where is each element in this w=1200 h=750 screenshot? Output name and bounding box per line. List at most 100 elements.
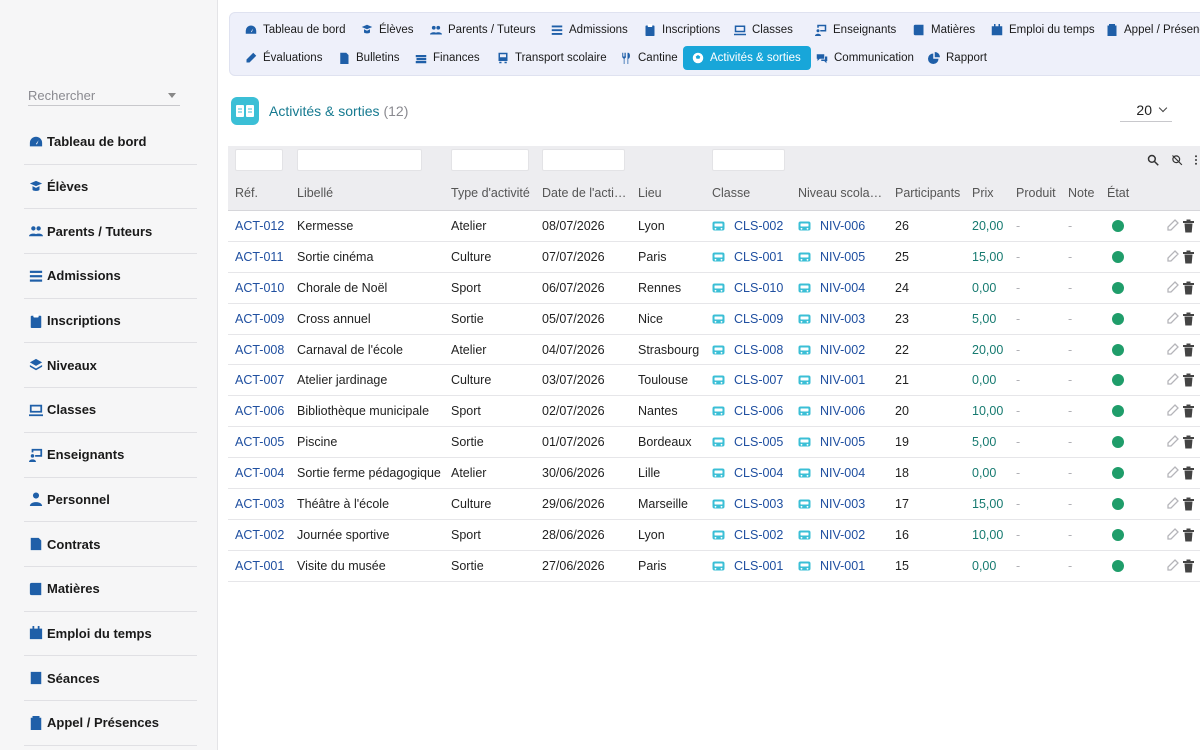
- edit-icon[interactable]: [1166, 466, 1179, 480]
- cell-niveau-link[interactable]: NIV-003: [798, 304, 890, 335]
- column-header-participants[interactable]: Participants: [895, 186, 961, 200]
- cell-niveau-link[interactable]: NIV-004: [798, 458, 890, 489]
- sidebar-item-matieres[interactable]: Matières: [24, 567, 197, 612]
- column-filter-input[interactable]: [297, 149, 422, 171]
- cell-ref-link[interactable]: ACT-001: [235, 558, 285, 573]
- sidebar-item-personnel[interactable]: Personnel: [24, 478, 197, 523]
- sidebar-item-admissions[interactable]: Admissions: [24, 254, 197, 299]
- cell-classe-link[interactable]: CLS-001: [712, 242, 796, 273]
- table-row[interactable]: ACT-010 Chorale de Noël Sport 06/07/2026 Ren…: [228, 273, 1200, 304]
- column-header-ref[interactable]: Réf.: [235, 186, 258, 200]
- edit-icon[interactable]: [1166, 558, 1179, 573]
- cell-ref-link[interactable]: ACT-002: [235, 527, 285, 542]
- sidebar-item-seances[interactable]: Séances: [24, 656, 197, 701]
- cell-ref-link[interactable]: ACT-011: [235, 249, 284, 264]
- tab-tableau-de-bord[interactable]: Tableau de bord: [244, 18, 353, 42]
- column-header-classe[interactable]: Classe: [712, 186, 751, 200]
- chevron-down-icon[interactable]: [168, 93, 176, 98]
- table-row[interactable]: ACT-004 Sortie ferme pédagogique Atelier 30…: [228, 458, 1200, 490]
- cell-niveau-link[interactable]: NIV-004: [798, 273, 890, 304]
- table-row[interactable]: ACT-001 Visite du musée Sortie 27/06/2026 Pa…: [228, 551, 1200, 582]
- tab-cantine[interactable]: Cantine: [619, 46, 686, 70]
- delete-icon[interactable]: [1182, 559, 1195, 573]
- cell-niveau-link[interactable]: NIV-001: [798, 551, 890, 582]
- cell-niveau-link[interactable]: NIV-002: [798, 335, 890, 366]
- column-filter-input[interactable]: [712, 149, 785, 171]
- edit-icon[interactable]: [1166, 404, 1179, 418]
- table-row[interactable]: ACT-012 Kermesse Atelier 08/07/2026 Lyon CLS-…: [228, 211, 1200, 242]
- more-options-icon[interactable]: [1194, 153, 1198, 167]
- cell-classe-link[interactable]: CLS-002: [712, 211, 796, 242]
- edit-icon[interactable]: [1166, 311, 1179, 326]
- cell-classe-link[interactable]: CLS-010: [712, 273, 796, 304]
- column-header-date-de-l-acti[interactable]: Date de l'acti…: [542, 186, 627, 200]
- cell-classe-link[interactable]: CLS-008: [712, 335, 796, 366]
- sidebar-item-enseignants[interactable]: Enseignants: [24, 433, 197, 478]
- tab-appel-presence[interactable]: Appel / Présence: [1105, 18, 1200, 42]
- edit-icon[interactable]: [1166, 497, 1179, 511]
- cell-classe-link[interactable]: CLS-001: [712, 551, 796, 582]
- delete-icon[interactable]: [1182, 497, 1195, 511]
- cell-classe-link[interactable]: CLS-003: [712, 489, 796, 520]
- column-header-etat[interactable]: État: [1107, 186, 1130, 200]
- tab-parents-tuteurs[interactable]: Parents / Tuteurs: [429, 18, 544, 42]
- sidebar-item-eleves[interactable]: Élèves: [24, 165, 197, 210]
- sidebar-item-parents-tuteurs[interactable]: Parents / Tuteurs: [24, 209, 197, 255]
- column-header-libelle[interactable]: Libellé: [297, 186, 334, 200]
- sidebar-item-appel-presences[interactable]: Appel / Présences: [24, 701, 197, 746]
- table-row[interactable]: ACT-002 Journée sportive Sport 28/06/2026 Ly…: [228, 520, 1200, 551]
- cell-niveau-link[interactable]: NIV-005: [798, 427, 890, 458]
- delete-icon[interactable]: [1182, 219, 1195, 233]
- cell-ref-link[interactable]: ACT-004: [235, 466, 285, 481]
- delete-icon[interactable]: [1182, 312, 1195, 326]
- delete-icon[interactable]: [1182, 281, 1195, 295]
- tab-classes[interactable]: Classes: [733, 18, 801, 42]
- column-header-type-d-activite[interactable]: Type d'activité: [451, 186, 530, 200]
- cell-niveau-link[interactable]: NIV-001: [798, 365, 890, 396]
- search-icon[interactable]: [1146, 153, 1160, 167]
- column-header-lieu[interactable]: Lieu: [638, 186, 662, 200]
- cell-ref-link[interactable]: ACT-008: [235, 342, 285, 357]
- delete-icon[interactable]: [1182, 466, 1195, 480]
- cell-classe-link[interactable]: CLS-007: [712, 365, 796, 396]
- tab-communication[interactable]: Communication: [815, 46, 922, 70]
- tab-rapport[interactable]: Rapport: [927, 46, 995, 70]
- tab-transport-scolaire[interactable]: Transport scolaire: [496, 46, 615, 70]
- cell-classe-link[interactable]: CLS-005: [712, 427, 796, 458]
- tab-admissions[interactable]: Admissions: [550, 18, 636, 42]
- tab-eleves[interactable]: Élèves: [360, 18, 422, 42]
- cell-ref-link[interactable]: ACT-012: [235, 219, 285, 233]
- table-row[interactable]: ACT-008 Carnaval de l'école Atelier 04/07/2…: [228, 335, 1200, 366]
- tab-matieres[interactable]: Matières: [912, 18, 983, 42]
- tab-evaluations[interactable]: Évaluations: [244, 46, 330, 70]
- tab-enseignants[interactable]: Enseignants: [814, 18, 904, 42]
- cell-ref-link[interactable]: ACT-003: [235, 497, 285, 512]
- tab-inscriptions[interactable]: Inscriptions: [643, 18, 728, 42]
- table-row[interactable]: ACT-009 Cross annuel Sortie 05/07/2026 Nice C…: [228, 304, 1200, 335]
- cell-ref-link[interactable]: ACT-010: [235, 280, 285, 295]
- edit-icon[interactable]: [1166, 373, 1179, 387]
- cell-classe-link[interactable]: CLS-002: [712, 520, 796, 551]
- tab-bulletins[interactable]: Bulletins: [337, 46, 407, 70]
- sidebar-item-tableau-de-bord[interactable]: Tableau de bord: [24, 120, 197, 165]
- column-filter-input[interactable]: [451, 149, 529, 171]
- cell-classe-link[interactable]: CLS-006: [712, 396, 796, 427]
- tab-activites-sorties[interactable]: Activités & sorties: [683, 46, 811, 70]
- column-header-produit[interactable]: Produit: [1016, 186, 1056, 200]
- cell-classe-link[interactable]: CLS-004: [712, 458, 796, 489]
- cell-niveau-link[interactable]: NIV-005: [798, 242, 890, 273]
- table-row[interactable]: ACT-011 Sortie cinéma Culture 07/07/2026 Par…: [228, 242, 1200, 273]
- table-row[interactable]: ACT-006 Bibliothèque municipale Sport 02/07…: [228, 396, 1200, 428]
- table-row[interactable]: ACT-003 Théâtre à l'école Culture 29/06/202…: [228, 489, 1200, 520]
- column-filter-input[interactable]: [542, 149, 625, 171]
- clear-filter-icon[interactable]: [1170, 153, 1184, 167]
- delete-icon[interactable]: [1182, 343, 1195, 357]
- column-header-niveau-scola[interactable]: Niveau scola…: [798, 186, 883, 200]
- edit-icon[interactable]: [1166, 280, 1179, 295]
- sidebar-item-inscriptions[interactable]: Inscriptions: [24, 299, 197, 344]
- sidebar-item-emploi-du-temps[interactable]: Emploi du temps: [24, 612, 197, 657]
- sidebar-item-niveaux[interactable]: Niveaux: [24, 343, 197, 389]
- search-input[interactable]: Rechercher: [28, 86, 180, 106]
- cell-niveau-link[interactable]: NIV-002: [798, 520, 890, 551]
- delete-icon[interactable]: [1182, 404, 1195, 418]
